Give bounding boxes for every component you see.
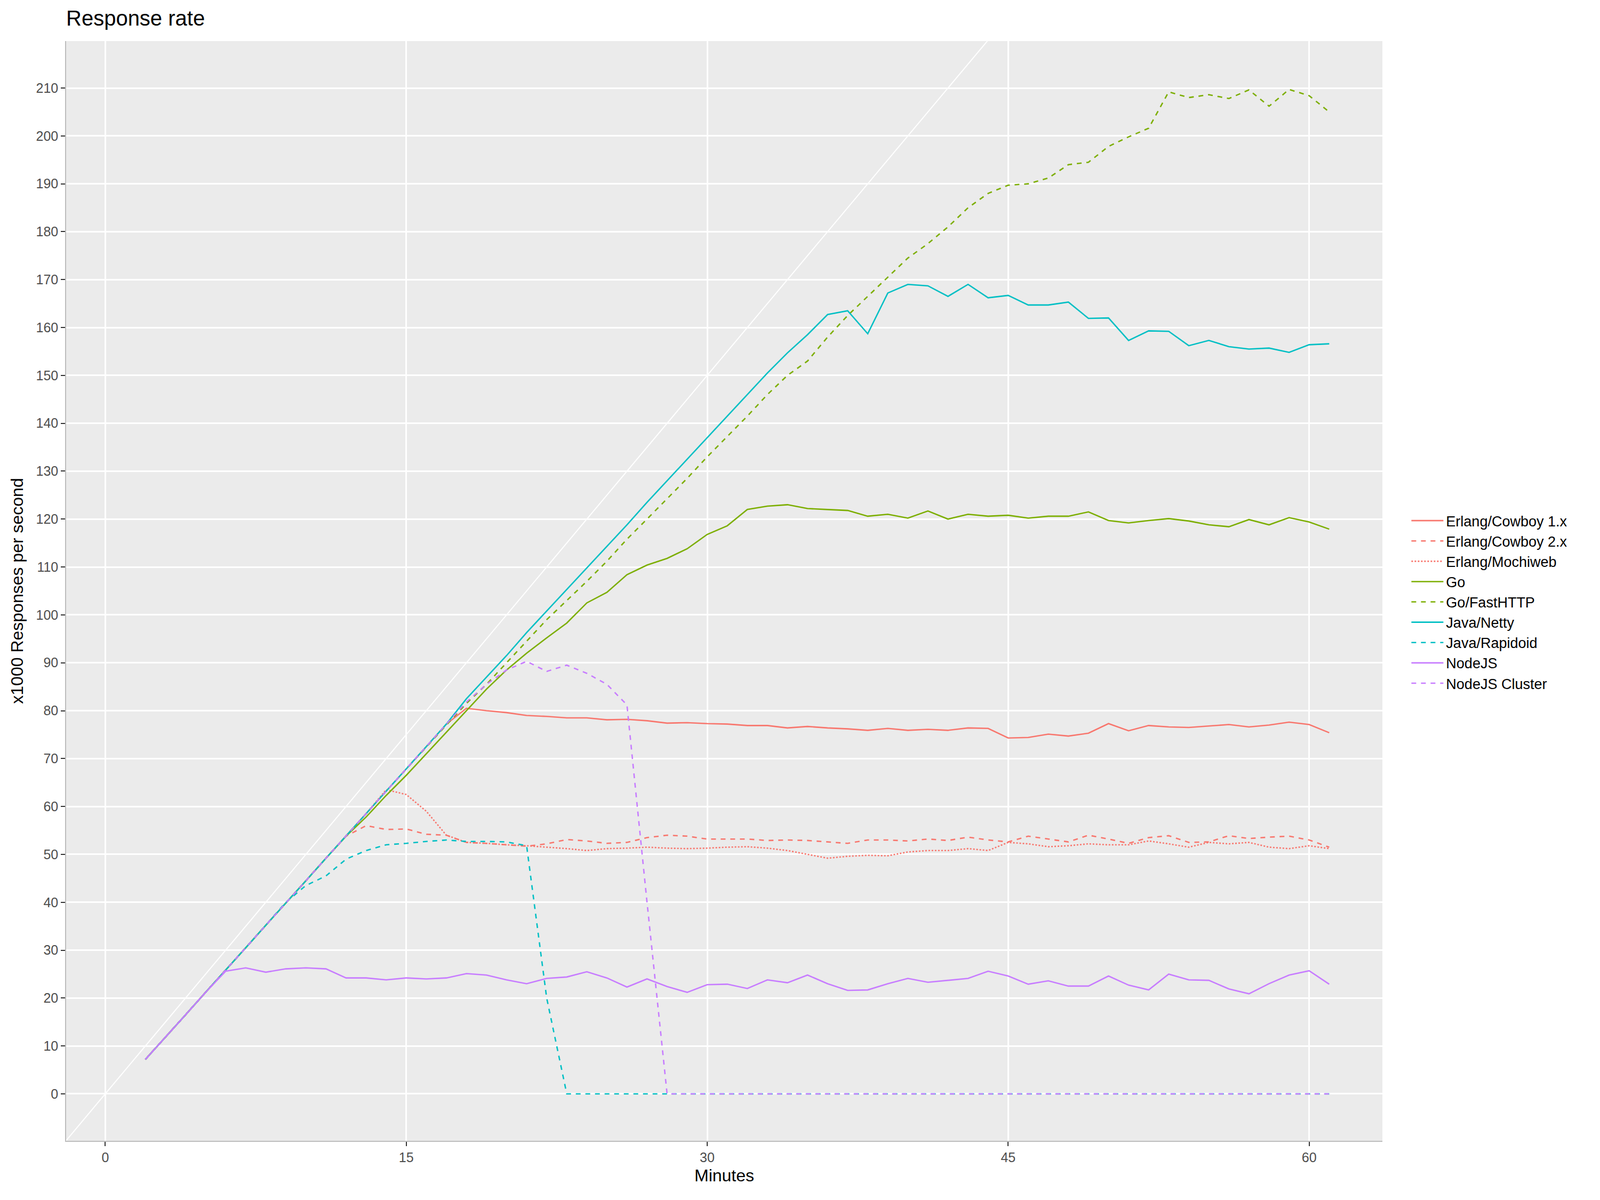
svg-text:Response rate: Response rate bbox=[66, 6, 205, 30]
svg-text:20: 20 bbox=[43, 990, 59, 1006]
svg-text:100: 100 bbox=[36, 607, 59, 623]
svg-text:40: 40 bbox=[43, 894, 59, 910]
svg-text:x1000 Responses per second: x1000 Responses per second bbox=[7, 477, 27, 704]
svg-text:150: 150 bbox=[36, 368, 59, 383]
svg-text:NodeJS: NodeJS bbox=[1445, 655, 1498, 672]
svg-text:10: 10 bbox=[43, 1038, 59, 1054]
svg-text:45: 45 bbox=[1000, 1149, 1016, 1165]
svg-text:0: 0 bbox=[101, 1149, 109, 1165]
svg-text:0: 0 bbox=[50, 1086, 59, 1102]
svg-text:120: 120 bbox=[36, 511, 59, 527]
svg-text:170: 170 bbox=[36, 272, 59, 287]
svg-text:180: 180 bbox=[36, 224, 59, 239]
svg-text:110: 110 bbox=[36, 559, 59, 575]
svg-text:Erlang/Cowboy 2.x: Erlang/Cowboy 2.x bbox=[1445, 533, 1567, 550]
svg-text:80: 80 bbox=[43, 702, 59, 718]
svg-text:Erlang/Mochiweb: Erlang/Mochiweb bbox=[1445, 554, 1557, 571]
svg-text:60: 60 bbox=[43, 798, 59, 814]
svg-text:Java/Netty: Java/Netty bbox=[1445, 614, 1515, 631]
svg-text:30: 30 bbox=[43, 942, 59, 958]
svg-text:160: 160 bbox=[36, 320, 59, 335]
svg-text:190: 190 bbox=[36, 176, 59, 191]
svg-text:Go/FastHTTP: Go/FastHTTP bbox=[1445, 594, 1535, 611]
svg-text:130: 130 bbox=[36, 463, 59, 479]
svg-text:Erlang/Cowboy 1.x: Erlang/Cowboy 1.x bbox=[1445, 513, 1567, 530]
svg-text:30: 30 bbox=[699, 1149, 715, 1165]
svg-text:200: 200 bbox=[36, 128, 59, 144]
svg-text:60: 60 bbox=[1301, 1149, 1317, 1165]
svg-text:15: 15 bbox=[398, 1149, 414, 1165]
svg-text:NodeJS Cluster: NodeJS Cluster bbox=[1445, 676, 1547, 693]
svg-text:Go: Go bbox=[1445, 574, 1466, 591]
svg-text:70: 70 bbox=[43, 750, 59, 766]
svg-text:50: 50 bbox=[43, 846, 59, 862]
svg-text:Minutes: Minutes bbox=[694, 1165, 755, 1186]
svg-text:Java/Rapidoid: Java/Rapidoid bbox=[1445, 635, 1538, 652]
svg-text:90: 90 bbox=[43, 654, 59, 670]
svg-text:140: 140 bbox=[36, 415, 59, 431]
svg-text:210: 210 bbox=[36, 80, 59, 96]
